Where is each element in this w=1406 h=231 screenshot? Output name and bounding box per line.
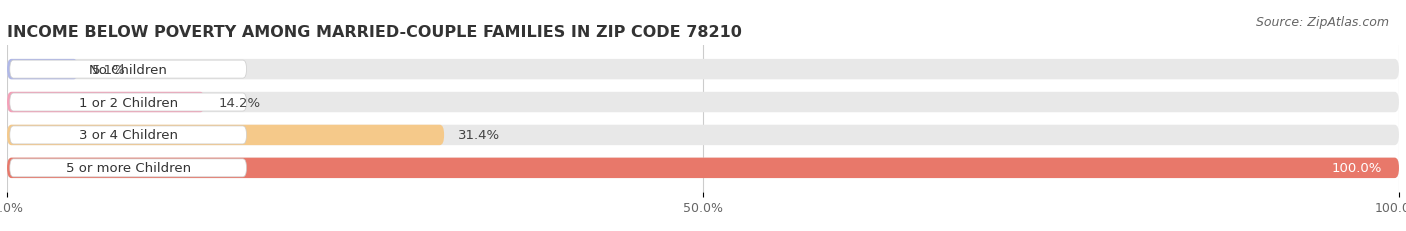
FancyBboxPatch shape [7, 60, 1399, 80]
FancyBboxPatch shape [10, 159, 246, 177]
FancyBboxPatch shape [7, 60, 77, 80]
FancyBboxPatch shape [7, 92, 1399, 113]
FancyBboxPatch shape [10, 126, 246, 144]
FancyBboxPatch shape [7, 158, 1399, 178]
FancyBboxPatch shape [10, 94, 246, 112]
Text: 5 or more Children: 5 or more Children [66, 162, 191, 175]
FancyBboxPatch shape [10, 61, 246, 79]
Text: 5.1%: 5.1% [91, 63, 125, 76]
Text: 31.4%: 31.4% [458, 129, 501, 142]
Text: INCOME BELOW POVERTY AMONG MARRIED-COUPLE FAMILIES IN ZIP CODE 78210: INCOME BELOW POVERTY AMONG MARRIED-COUPL… [7, 24, 742, 40]
Text: Source: ZipAtlas.com: Source: ZipAtlas.com [1256, 16, 1389, 29]
Text: No Children: No Children [89, 63, 167, 76]
Text: 14.2%: 14.2% [218, 96, 260, 109]
FancyBboxPatch shape [7, 125, 444, 146]
FancyBboxPatch shape [7, 158, 1399, 178]
FancyBboxPatch shape [7, 125, 1399, 146]
Text: 1 or 2 Children: 1 or 2 Children [79, 96, 177, 109]
Text: 3 or 4 Children: 3 or 4 Children [79, 129, 177, 142]
Text: 100.0%: 100.0% [1331, 162, 1382, 175]
FancyBboxPatch shape [7, 92, 205, 113]
